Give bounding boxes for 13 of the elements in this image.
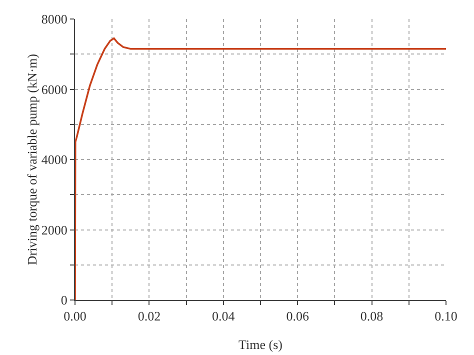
x-tick-label: 0.10 bbox=[434, 308, 458, 324]
x-tick-label: 0.06 bbox=[286, 308, 310, 324]
x-tick-label: 0.08 bbox=[360, 308, 384, 324]
x-axis-title: Time (s) bbox=[238, 337, 282, 352]
x-tick-label: 0.00 bbox=[64, 308, 86, 324]
y-tick-label: 8000 bbox=[41, 12, 68, 27]
x-tick-label: 0.02 bbox=[138, 308, 161, 324]
x-tick-label: 0.04 bbox=[212, 308, 236, 324]
y-tick-label: 4000 bbox=[41, 152, 68, 168]
y-tick-label: 6000 bbox=[41, 82, 68, 97]
y-tick-label: 2000 bbox=[41, 222, 68, 238]
y-axis-title: Driving torque of variable pump (kN·m) bbox=[24, 54, 40, 266]
y-tick-label: 0 bbox=[60, 292, 68, 308]
